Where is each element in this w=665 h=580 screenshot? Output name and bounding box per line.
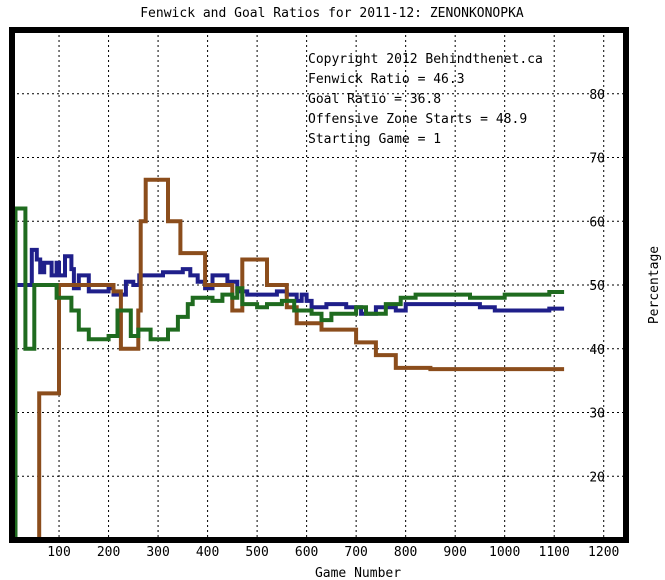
x-tick-label: 300 [146, 545, 169, 560]
x-axis-ticks: 100 200 300 400 500 600 700 800 900 1000 1100 1200 [47, 545, 619, 560]
x-tick-label: 600 [295, 545, 318, 560]
y-axis-ticks: 20 30 40 50 60 70 80 [589, 88, 605, 486]
gridlines [12, 30, 626, 540]
y-tick-label: 60 [589, 215, 605, 230]
legend-fenwick-ratio: Fenwick Ratio = 46.3 [308, 72, 465, 87]
legend-starting-game: Starting Game = 1 [308, 132, 441, 147]
x-tick-label: 1100 [539, 545, 570, 560]
x-tick-label: 100 [47, 545, 70, 560]
y-tick-label: 20 [589, 470, 605, 485]
plot-frame [9, 27, 629, 543]
x-axis-label: Game Number [315, 566, 401, 580]
x-tick-label: 700 [344, 545, 367, 560]
y-tick-label: 50 [589, 279, 605, 294]
series-lines [13, 177, 565, 540]
y-tick-label: 40 [589, 343, 605, 358]
y-axis-label: Percentage [647, 246, 662, 324]
x-tick-label: 1200 [588, 545, 619, 560]
x-tick-label: 800 [394, 545, 417, 560]
x-tick-label: 900 [443, 545, 466, 560]
legend-copyright: Copyright 2012 Behindthenet.ca [308, 52, 543, 67]
x-tick-label: 200 [97, 545, 120, 560]
x-tick-label: 500 [245, 545, 268, 560]
goal-ratio-line [37, 177, 565, 540]
legend: Copyright 2012 Behindthenet.ca Fenwick R… [308, 52, 543, 147]
x-tick-label: 1000 [489, 545, 520, 560]
offensive-zone-starts-line [13, 206, 565, 540]
x-tick-label: 400 [196, 545, 219, 560]
legend-offensive-zone-starts: Offensive Zone Starts = 48.9 [308, 112, 527, 127]
y-tick-label: 70 [589, 152, 605, 167]
y-tick-label: 30 [589, 407, 605, 422]
chart-title: Fenwick and Goal Ratios for 2011-12: ZEN… [140, 6, 524, 21]
legend-goal-ratio: Goal Ratio = 36.8 [308, 92, 441, 107]
y-tick-label: 80 [589, 88, 605, 103]
